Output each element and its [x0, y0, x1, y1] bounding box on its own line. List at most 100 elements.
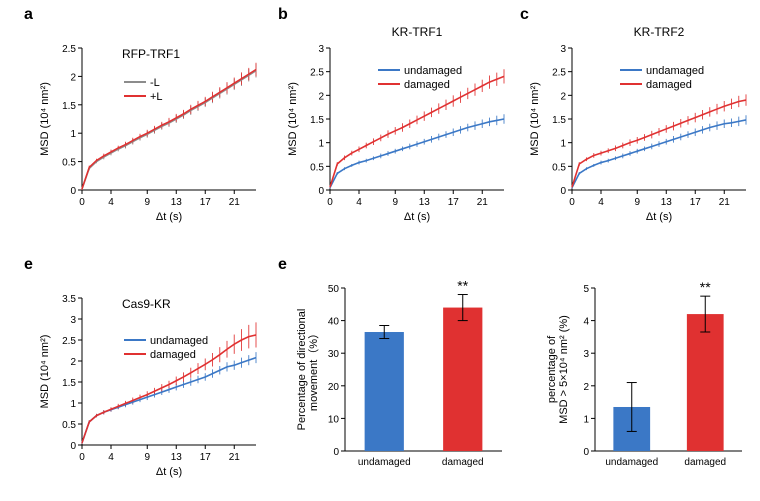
chart-kr-trf2: 0 0.5 1 1.5 2 2.5 3 0 4 9 13 17 21 Δt (s) MSD (10⁴ nm²…: [524, 20, 754, 230]
svg-text:21: 21: [477, 197, 489, 208]
svg-text:RFP-TRF1: RFP-TRF1: [122, 47, 180, 61]
svg-text:4: 4: [583, 317, 589, 328]
svg-text:0.5: 0.5: [62, 158, 76, 169]
svg-text:1.5: 1.5: [552, 115, 566, 126]
svg-text:0: 0: [333, 447, 339, 458]
svg-text:MSD (10⁴ nm²): MSD (10⁴ nm²): [39, 335, 51, 409]
svg-text:0: 0: [569, 197, 575, 208]
svg-text:21: 21: [229, 197, 241, 208]
svg-text:Δt (s): Δt (s): [646, 211, 672, 223]
svg-text:3: 3: [583, 349, 589, 360]
svg-text:Δt (s): Δt (s): [156, 466, 182, 478]
svg-text:0.5: 0.5: [310, 162, 324, 173]
svg-text:Δt (s): Δt (s): [156, 211, 182, 223]
svg-text:damaged: damaged: [646, 79, 692, 91]
svg-text:1: 1: [583, 414, 589, 425]
svg-text:0.5: 0.5: [62, 420, 76, 431]
svg-text:1: 1: [560, 139, 566, 150]
svg-text:13: 13: [419, 197, 431, 208]
panel-label-e2: e: [278, 256, 287, 274]
chart-cas9-kr: 0 0.5 1 1.5 2 2.5 3 3.5 0 4 9 13 17 21 Δt (s) MSD (10⁴ …: [34, 270, 264, 485]
svg-text:30: 30: [328, 349, 340, 360]
svg-text:40: 40: [328, 317, 340, 328]
svg-text:0: 0: [79, 452, 85, 463]
svg-text:1: 1: [70, 399, 76, 410]
svg-text:9: 9: [634, 197, 640, 208]
svg-text:**: **: [457, 278, 468, 294]
svg-text:0: 0: [79, 197, 85, 208]
svg-text:4: 4: [108, 197, 114, 208]
svg-text:Cas9-KR: Cas9-KR: [122, 297, 171, 311]
svg-text:2: 2: [70, 357, 76, 368]
svg-text:10: 10: [328, 414, 340, 425]
svg-text:MSD (10⁴ nm²): MSD (10⁴ nm²): [287, 82, 299, 156]
svg-text:17: 17: [448, 197, 460, 208]
svg-text:1.5: 1.5: [62, 378, 76, 389]
svg-text:2.5: 2.5: [62, 336, 76, 347]
svg-text:2: 2: [560, 91, 566, 102]
svg-text:2.5: 2.5: [310, 68, 324, 79]
svg-text:17: 17: [200, 452, 212, 463]
svg-text:9: 9: [144, 452, 150, 463]
svg-text:MSD (10⁴ nm²): MSD (10⁴ nm²): [529, 82, 541, 156]
chart-rfp-trf1: 0 0.5 1 1.5 2 2.5 0 4 9 13 17 21 Δt (s) MSD (10⁴ nm²)…: [34, 20, 264, 230]
chart-directional-bar: 0 10 20 30 40 50 undamaged damaged ** Percentage …: [290, 270, 510, 485]
svg-text:undamaged: undamaged: [358, 457, 411, 468]
svg-text:damaged: damaged: [150, 349, 196, 361]
svg-text:percentage ofMSD > 5×10⁴ nm² (: percentage ofMSD > 5×10⁴ nm² (%): [546, 315, 570, 424]
svg-text:21: 21: [719, 197, 731, 208]
svg-text:3: 3: [560, 44, 566, 55]
svg-text:4: 4: [356, 197, 362, 208]
svg-text:undamaged: undamaged: [150, 335, 208, 347]
chart-kr-trf1: 00.511.522.53049131721Δt (s)MSD (10⁴ nm²…: [282, 20, 512, 230]
svg-text:0.5: 0.5: [552, 162, 566, 173]
svg-text:undamaged: undamaged: [646, 65, 704, 77]
svg-text:undamaged: undamaged: [605, 457, 658, 468]
svg-text:**: **: [700, 279, 711, 295]
svg-text:0: 0: [327, 197, 333, 208]
svg-text:KR-TRF2: KR-TRF2: [634, 25, 685, 39]
svg-text:13: 13: [661, 197, 673, 208]
svg-text:0: 0: [70, 441, 76, 452]
svg-text:3.5: 3.5: [62, 294, 76, 305]
svg-text:21: 21: [229, 452, 241, 463]
svg-text:1: 1: [70, 129, 76, 140]
svg-text:1.5: 1.5: [310, 115, 324, 126]
panel-label-e1: e: [24, 256, 33, 274]
svg-text:undamaged: undamaged: [404, 65, 462, 77]
svg-text:Percentage of directionalmovem: Percentage of directionalmovement（%）: [296, 309, 320, 431]
svg-text:9: 9: [144, 197, 150, 208]
chart-msd-frac-bar: 0 1 2 3 4 5 undamaged damaged ** percentage ofMSD…: [540, 270, 750, 485]
svg-text:4: 4: [598, 197, 604, 208]
svg-text:3: 3: [70, 315, 76, 326]
svg-text:17: 17: [200, 197, 212, 208]
svg-text:-L: -L: [150, 77, 160, 89]
svg-text:0: 0: [318, 186, 324, 197]
svg-text:5: 5: [583, 284, 589, 295]
svg-text:2.5: 2.5: [552, 68, 566, 79]
svg-text:KR-TRF1: KR-TRF1: [392, 25, 443, 39]
svg-text:0: 0: [583, 447, 589, 458]
svg-text:20: 20: [328, 382, 340, 393]
svg-text:1.5: 1.5: [62, 101, 76, 112]
svg-text:damaged: damaged: [442, 457, 484, 468]
svg-text:Δt (s): Δt (s): [404, 211, 430, 223]
svg-text:9: 9: [392, 197, 398, 208]
svg-text:50: 50: [328, 284, 340, 295]
svg-text:damaged: damaged: [684, 457, 726, 468]
svg-text:0: 0: [70, 186, 76, 197]
svg-text:13: 13: [171, 197, 183, 208]
svg-text:2: 2: [583, 382, 589, 393]
svg-text:damaged: damaged: [404, 79, 450, 91]
svg-text:2: 2: [318, 91, 324, 102]
svg-text:2.5: 2.5: [62, 44, 76, 55]
panel-label-a: a: [24, 6, 33, 24]
svg-text:2: 2: [70, 72, 76, 83]
svg-text:17: 17: [690, 197, 702, 208]
svg-text:1: 1: [318, 139, 324, 150]
svg-text:MSD (10⁴ nm²): MSD (10⁴ nm²): [39, 82, 51, 156]
svg-text:4: 4: [108, 452, 114, 463]
svg-text:13: 13: [171, 452, 183, 463]
svg-text:0: 0: [560, 186, 566, 197]
svg-text:+L: +L: [150, 91, 163, 103]
